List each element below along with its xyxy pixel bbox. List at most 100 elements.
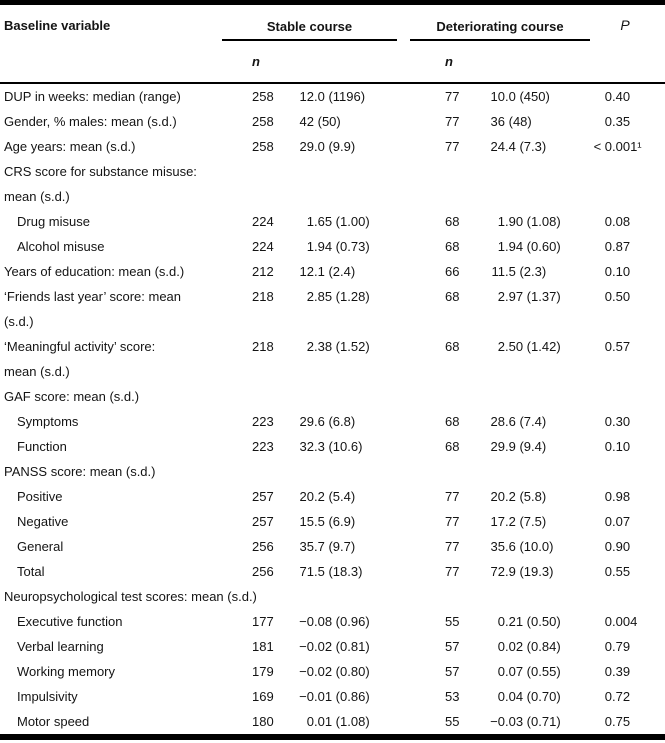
n-cell-deteriorating: 77 — [445, 514, 460, 529]
n-cell-stable: 218 — [252, 339, 274, 354]
row-label: Motor speed — [17, 714, 90, 729]
row-label: Gender, % males: mean (s.d.) — [4, 114, 177, 129]
n-cell-stable: 212 — [252, 264, 274, 279]
p-value-cell: 0.55 — [604, 564, 631, 579]
table-row: Working memory 179 −0.02 (0.80) 57 0.07 (0.5… — [0, 659, 665, 684]
column-header-n-deteriorating: n — [445, 54, 453, 69]
value-cell-deteriorating: 0.04 (0.70) — [497, 689, 561, 704]
value-cell-deteriorating: 0.21 (0.50) — [497, 614, 561, 629]
table-row: Alcohol misuse 224 1.94 (0.73) 68 1.94 (0.60… — [0, 234, 665, 259]
table-row: Positive 257 20.2 (5.4) 77 20.2 (5.8) 0.98 — [0, 484, 665, 509]
value-cell-stable: −0.01 (0.86) — [299, 689, 370, 704]
n-cell-deteriorating: 68 — [445, 289, 460, 304]
row-label: Function — [17, 439, 67, 454]
value-cell-deteriorating: 1.90 (1.08) — [497, 214, 561, 229]
n-cell-stable: 224 — [252, 239, 274, 254]
n-cell-stable: 258 — [252, 89, 274, 104]
n-cell-deteriorating: 77 — [445, 539, 460, 554]
table-top-rule — [0, 0, 665, 5]
n-cell-stable: 181 — [252, 639, 274, 654]
column-group-stable-course: Stable course — [222, 19, 435, 41]
table-row: ‘Meaningful activity’ score: 218 2.38 (1.5… — [0, 334, 665, 359]
n-cell-stable: 224 — [252, 214, 274, 229]
n-cell-deteriorating: 77 — [445, 114, 460, 129]
n-cell-deteriorating: 55 — [445, 614, 460, 629]
table-row: GAF score: mean (s.d.) — [0, 384, 665, 409]
table-row: Symptoms 223 29.6 (6.8) 68 28.6 (7.4) 0.30 — [0, 409, 665, 434]
n-cell-stable: 218 — [252, 289, 274, 304]
table-row: Neuropsychological test scores: mean (s.… — [0, 584, 665, 609]
value-cell-deteriorating: 0.07 (0.55) — [497, 664, 561, 679]
n-cell-stable: 223 — [252, 414, 274, 429]
table-row: Total 256 71.5 (18.3) 77 72.9 (19.3) 0.55 — [0, 559, 665, 584]
value-cell-deteriorating: 29.9 (9.4) — [490, 439, 547, 454]
value-cell-stable: 42 (50) — [299, 114, 341, 129]
p-value-cell: 0.57 — [604, 339, 631, 354]
table-row: Drug misuse 224 1.65 (1.00) 68 1.90 (1.08) 0.… — [0, 209, 665, 234]
row-label: Total — [17, 564, 45, 579]
n-cell-deteriorating: 77 — [445, 89, 460, 104]
table-row: Verbal learning 181 −0.02 (0.81) 57 0.02 (0.… — [0, 634, 665, 659]
value-cell-stable: 1.94 (0.73) — [306, 239, 370, 254]
value-cell-stable: 32.3 (10.6) — [299, 439, 363, 454]
value-cell-deteriorating: 35.6 (10.0) — [490, 539, 554, 554]
value-cell-deteriorating: 10.0 (450) — [490, 89, 550, 104]
table-row: Executive function 177 −0.08 (0.96) 55 0.21 … — [0, 609, 665, 634]
value-cell-deteriorating: −0.03 (0.71) — [490, 714, 561, 729]
row-label: ‘Friends last year’ score: mean — [4, 289, 182, 304]
table-row: Negative 257 15.5 (6.9) 77 17.2 (7.5) 0.07 — [0, 509, 665, 534]
n-cell-stable: 256 — [252, 564, 274, 579]
n-cell-stable: 257 — [252, 514, 274, 529]
n-cell-deteriorating: 57 — [445, 664, 460, 679]
n-cell-deteriorating: 68 — [445, 239, 460, 254]
table-row: (s.d.) — [0, 309, 665, 334]
n-cell-deteriorating: 68 — [445, 439, 460, 454]
row-label: GAF score: mean (s.d.) — [4, 389, 140, 404]
column-header-n-stable: n — [252, 54, 260, 69]
table-body: DUP in weeks: median (range) 258 12.0 (119… — [0, 84, 665, 734]
table-row: Gender, % males: mean (s.d.) 258 42 (50) 77… — [0, 109, 665, 134]
row-label: mean (s.d.) — [4, 189, 70, 204]
n-cell-stable: 223 — [252, 439, 274, 454]
n-cell-stable: 169 — [252, 689, 274, 704]
n-cell-stable: 258 — [252, 114, 274, 129]
row-label: Alcohol misuse — [17, 239, 105, 254]
n-cell-stable: 180 — [252, 714, 274, 729]
n-cell-deteriorating: 66 — [445, 264, 460, 279]
row-label: PANSS score: mean (s.d.) — [4, 464, 156, 479]
row-label: General — [17, 539, 64, 554]
table-bottom-rule — [0, 734, 665, 740]
p-value-cell: 0.87 — [604, 239, 631, 254]
value-cell-deteriorating: 0.02 (0.84) — [497, 639, 561, 654]
row-label: Working memory — [17, 664, 116, 679]
value-cell-deteriorating: 24.4 (7.3) — [490, 139, 547, 154]
table-row: CRS score for substance misuse: — [0, 159, 665, 184]
n-cell-deteriorating: 68 — [445, 339, 460, 354]
p-value-cell: 0.10 — [604, 439, 631, 454]
value-cell-stable: 12.0 (1196) — [299, 89, 366, 104]
value-cell-stable: 2.38 (1.52) — [306, 339, 370, 354]
value-cell-stable: 71.5 (18.3) — [299, 564, 363, 579]
p-value-cell: 0.35 — [604, 114, 631, 129]
p-value-cell: 0.40 — [604, 89, 631, 104]
row-label: (s.d.) — [4, 314, 34, 329]
p-value-cell: 0.50 — [604, 289, 631, 304]
row-label: CRS score for substance misuse: — [4, 164, 197, 179]
n-cell-stable: 179 — [252, 664, 274, 679]
value-cell-deteriorating: 28.6 (7.4) — [490, 414, 547, 429]
row-label: Positive — [17, 489, 63, 504]
table-header-row-groups: Baseline variable Stable course Deterior… — [0, 5, 665, 41]
value-cell-stable: 35.7 (9.7) — [299, 539, 356, 554]
n-cell-deteriorating: 77 — [445, 139, 460, 154]
p-value-cell: 0.10 — [604, 264, 631, 279]
value-cell-stable: 15.5 (6.9) — [299, 514, 356, 529]
row-label: DUP in weeks: median (range) — [4, 89, 181, 104]
table-row: PANSS score: mean (s.d.) — [0, 459, 665, 484]
value-cell-deteriorating: 2.97 (1.37) — [497, 289, 561, 304]
row-label: Verbal learning — [17, 639, 104, 654]
table-row: ‘Friends last year’ score: mean 218 2.85 (… — [0, 284, 665, 309]
table-row: Years of education: mean (s.d.) 212 12.1 (… — [0, 259, 665, 284]
p-value-cell: 0.72 — [604, 689, 631, 704]
n-cell-deteriorating: 53 — [445, 689, 460, 704]
value-cell-stable: 0.01 (1.08) — [306, 714, 370, 729]
